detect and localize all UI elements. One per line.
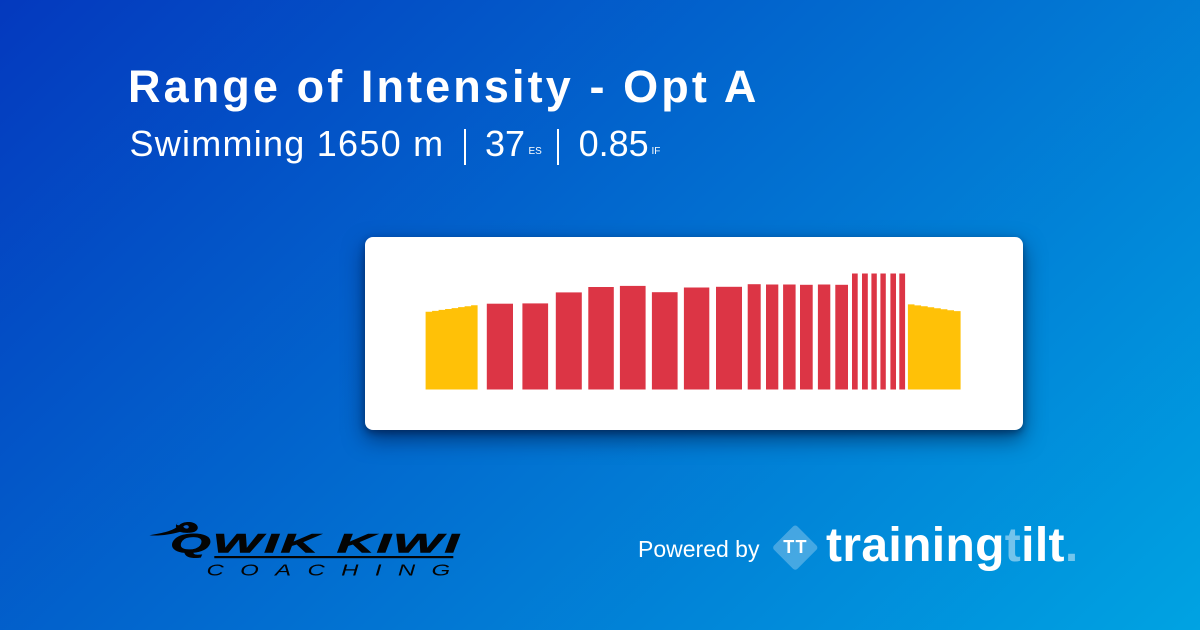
svg-text:COACHING: COACHING (207, 562, 467, 579)
svg-text:QWIK KIWI: QWIK KIWI (170, 528, 461, 559)
